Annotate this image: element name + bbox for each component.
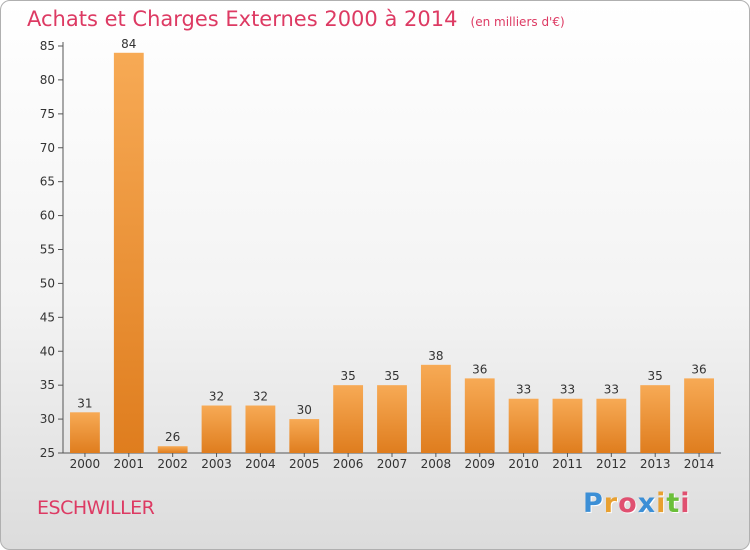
y-tick-label: 50 [40, 276, 55, 290]
data-labels: 31 84 26 32 32 30 35 35 38 36 33 33 33 35 36 [77, 37, 706, 444]
x-tick-label: 2000 [70, 457, 101, 471]
x-tick-label: 2003 [201, 457, 232, 471]
unit-note: (en milliers d'€) [470, 15, 565, 29]
bars [70, 52, 714, 454]
data-label: 26 [165, 430, 180, 444]
x-tick-label: 2009 [464, 457, 495, 471]
bar [157, 446, 188, 453]
data-label: 84 [121, 37, 136, 51]
x-tick-label: 2014 [684, 457, 715, 471]
y-tick-label: 45 [40, 310, 55, 324]
y-tick-label: 55 [40, 243, 55, 257]
data-label: 36 [472, 362, 487, 376]
y-tick-label: 35 [40, 378, 55, 392]
x-tick-label: 2013 [640, 457, 671, 471]
data-label: 32 [253, 390, 268, 404]
chart-title: Achats et Charges Externes 2000 à 2014 [27, 7, 458, 31]
logo-letter: x [637, 488, 657, 519]
y-tick-label: 40 [40, 344, 55, 358]
bar [596, 398, 627, 453]
logo-letter: P [583, 488, 604, 519]
data-label: 33 [560, 383, 575, 397]
x-tick-label: 2007 [377, 457, 408, 471]
y-tick-label: 25 [40, 446, 55, 460]
y-axis: 25 30 35 40 45 50 55 60 65 70 75 80 85 [40, 39, 64, 460]
bar [245, 405, 276, 453]
logo-letter: o [618, 488, 638, 519]
data-label: 35 [384, 369, 399, 383]
y-tick-label: 30 [40, 412, 55, 426]
data-label: 32 [209, 390, 224, 404]
x-tick-label: 2002 [157, 457, 188, 471]
x-tick-label: 2012 [596, 457, 627, 471]
y-tick-label: 70 [40, 141, 55, 155]
logo-letter: i [680, 488, 691, 519]
bar [552, 398, 583, 453]
commune-name: ESCHWILLER [37, 497, 155, 519]
x-tick-label: 2010 [508, 457, 539, 471]
data-label: 38 [428, 349, 443, 363]
x-tick-label: 2005 [289, 457, 320, 471]
y-tick-label: 65 [40, 175, 55, 189]
y-tick-label: 85 [40, 39, 55, 53]
bar [289, 419, 320, 453]
y-tick-label: 60 [40, 209, 55, 223]
x-tick-label: 2004 [245, 457, 276, 471]
data-label: 31 [77, 396, 92, 410]
data-label: 30 [297, 403, 312, 417]
bar [464, 378, 495, 453]
logo-letter: r [603, 488, 619, 519]
bar [640, 385, 671, 453]
y-tick-label: 80 [40, 73, 55, 87]
proxiti-logo[interactable]: Proxiti [583, 488, 691, 519]
bar [377, 385, 407, 453]
logo-letter: i [656, 488, 667, 519]
bar [113, 52, 144, 454]
x-tick-label: 2011 [552, 457, 583, 471]
x-axis: 2000 2001 2002 2003 2004 2005 2006 2007 2008 2009… [63, 452, 721, 471]
bar [508, 398, 539, 453]
x-tick-label: 2001 [114, 457, 145, 471]
bar [420, 364, 451, 453]
data-label: 36 [691, 362, 706, 376]
bar [70, 412, 100, 453]
bar [684, 378, 714, 453]
bar [201, 405, 232, 453]
data-label: 33 [604, 383, 619, 397]
data-label: 35 [340, 369, 355, 383]
y-tick-label: 75 [40, 107, 55, 121]
x-tick-label: 2008 [421, 457, 452, 471]
title-row: Achats et Charges Externes 2000 à 2014 (… [27, 7, 565, 31]
data-label: 33 [516, 383, 531, 397]
x-tick-label: 2006 [333, 457, 364, 471]
data-label: 35 [648, 369, 663, 383]
logo-letter: t [666, 488, 681, 519]
bar [333, 385, 364, 453]
